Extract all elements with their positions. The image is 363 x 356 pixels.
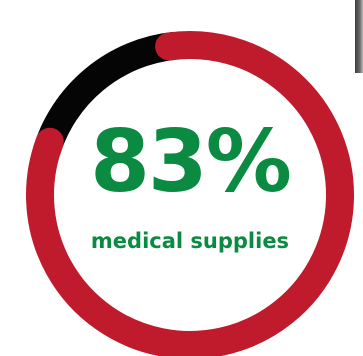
donut-slice-remaining [32, 31, 177, 156]
cropped-photo-edge [355, 0, 363, 73]
donut-slice-medical-supplies [26, 31, 354, 356]
